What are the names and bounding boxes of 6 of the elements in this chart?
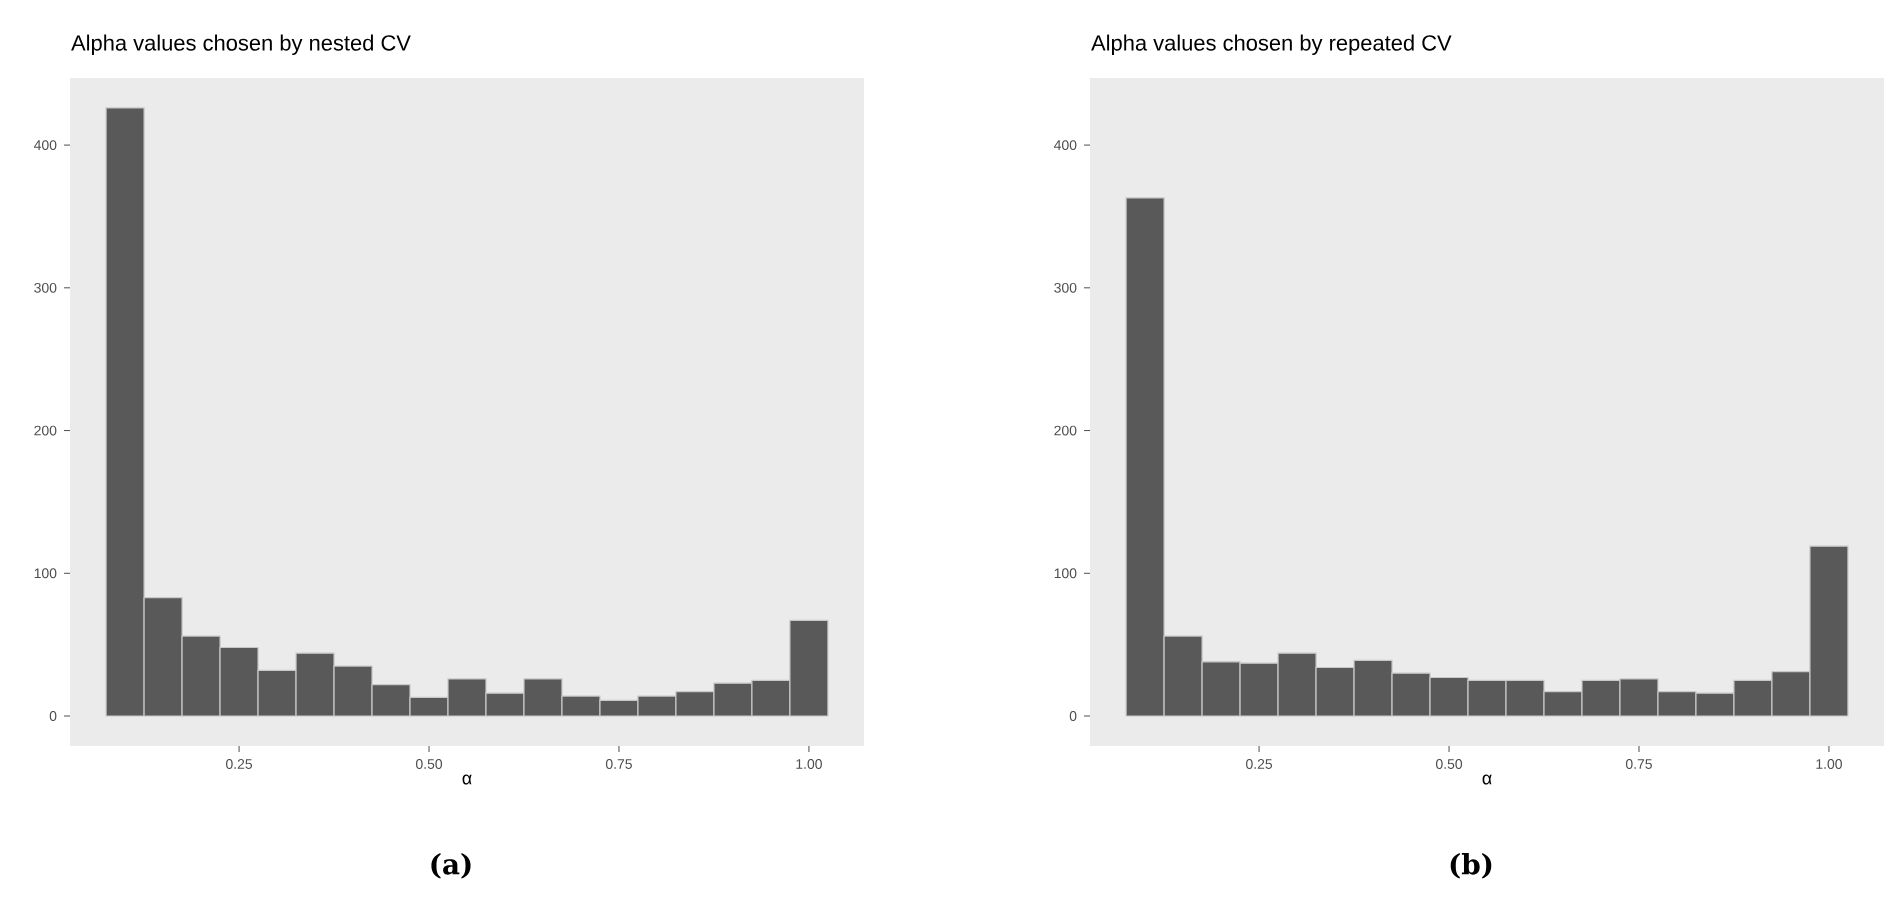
chart-title: Alpha values chosen by repeated CV xyxy=(1091,34,1452,55)
text: (b) xyxy=(1450,853,1492,879)
chart-title: Alpha values chosen by nested CV xyxy=(71,34,411,55)
text: (a) xyxy=(431,853,471,879)
x-axis-title: α xyxy=(1482,774,1492,785)
x-axis-title: α xyxy=(462,774,472,785)
